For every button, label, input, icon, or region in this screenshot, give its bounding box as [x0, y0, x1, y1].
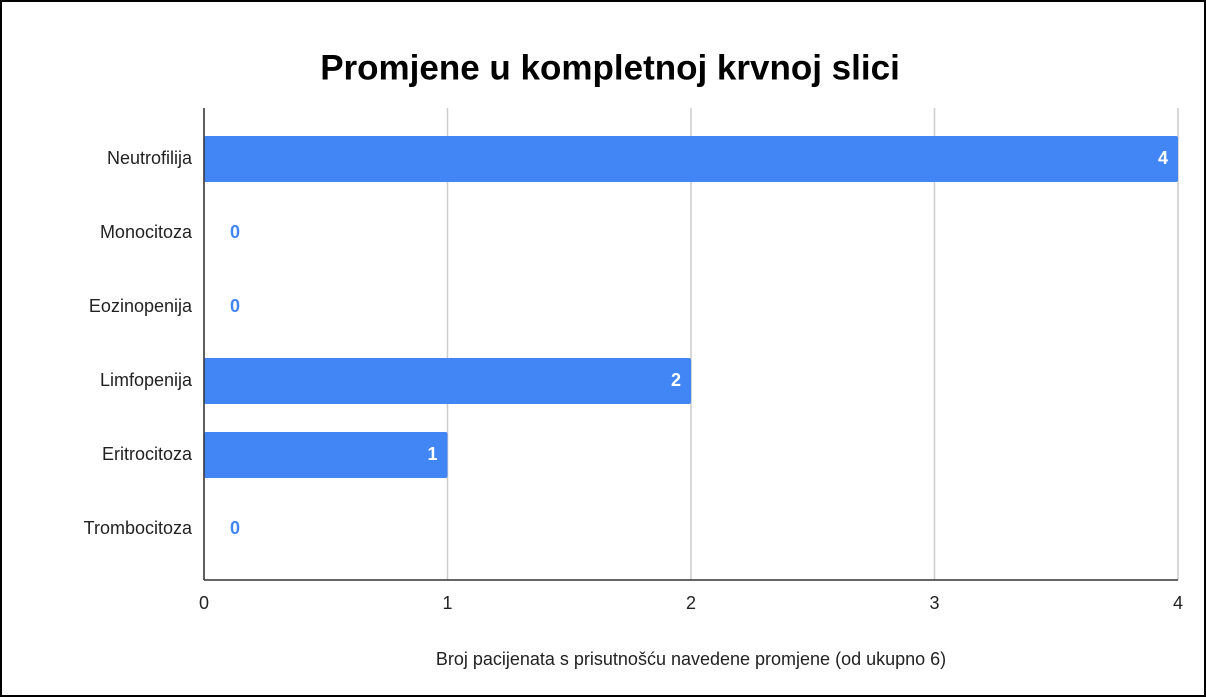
y-tick-label: Trombocitoza: [84, 518, 193, 538]
bar: [204, 432, 448, 478]
data-label: 2: [671, 370, 681, 390]
bar: [204, 136, 1178, 182]
y-tick-label: Eozinopenija: [89, 296, 193, 316]
x-tick-label: 0: [199, 593, 209, 613]
x-axis-label: Broj pacijenata s prisutnošću navedene p…: [436, 649, 946, 669]
data-label: 4: [1158, 148, 1168, 168]
y-tick-label: Limfopenija: [100, 370, 193, 390]
y-tick-label: Eritrocitoza: [102, 444, 193, 464]
x-tick-label: 2: [686, 593, 696, 613]
data-label: 0: [230, 518, 240, 538]
data-label: 1: [427, 444, 437, 464]
x-tick-label: 3: [929, 593, 939, 613]
data-label: 0: [230, 222, 240, 242]
bar: [204, 358, 691, 404]
y-tick-label: Neutrofilija: [107, 148, 193, 168]
x-tick-label: 4: [1173, 593, 1183, 613]
chart-title: Promjene u kompletnoj krvnoj slici: [320, 48, 900, 87]
data-label: 0: [230, 296, 240, 316]
y-tick-label: Monocitoza: [100, 222, 193, 242]
x-tick-label: 1: [442, 593, 452, 613]
